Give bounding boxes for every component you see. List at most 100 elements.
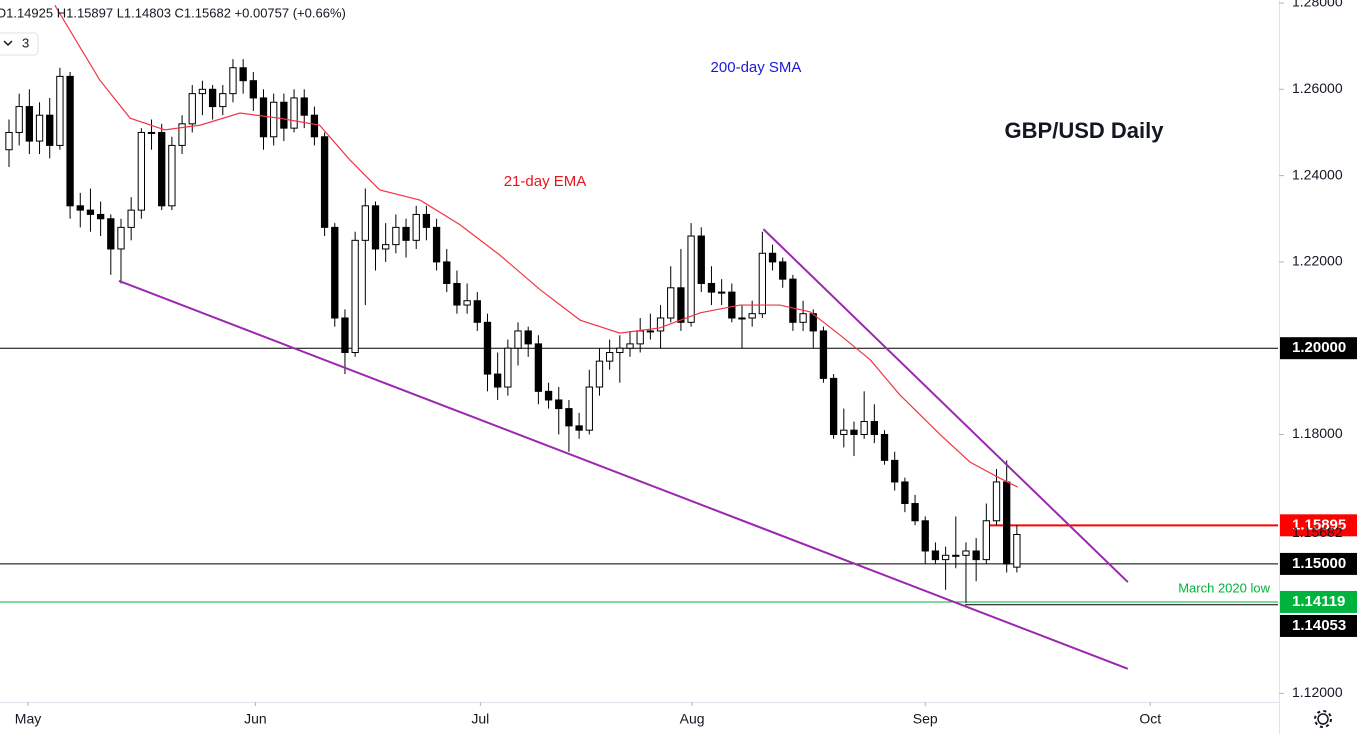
candle-body — [677, 287, 685, 323]
candle-body — [605, 352, 614, 362]
candle-body — [544, 390, 553, 401]
candle-body — [646, 330, 655, 333]
candle-body — [382, 244, 390, 250]
candle-body — [880, 433, 889, 461]
candle-body — [361, 205, 369, 241]
candle-body — [117, 226, 125, 250]
candle-body — [463, 300, 471, 306]
candle-body — [575, 425, 583, 431]
candle-body — [768, 252, 777, 263]
candle-body — [494, 373, 502, 388]
candle-body — [107, 218, 115, 250]
y-tick-label: 1.18000 — [1292, 425, 1343, 441]
candle-body — [66, 75, 74, 207]
candle-body — [300, 97, 308, 116]
settings-icon[interactable] — [1314, 710, 1332, 728]
ohlc-header: O1.14925 H1.15897 L1.14803 C1.15682 +0.0… — [0, 5, 346, 20]
candle-body — [707, 282, 716, 293]
candle-body — [15, 106, 23, 133]
candle-body — [962, 550, 970, 556]
candle-body — [5, 131, 13, 151]
ema-label: 21-day EMA — [504, 173, 587, 190]
candle-body — [972, 550, 980, 561]
candle-body — [178, 123, 186, 146]
candle-body — [758, 252, 767, 315]
candle-body — [412, 213, 420, 241]
y-tick-label: 1.22000 — [1292, 253, 1343, 269]
level-box — [1280, 590, 1357, 613]
x-tick-label: Jun — [244, 711, 267, 727]
candle-body — [850, 429, 858, 435]
candle-body — [147, 131, 156, 134]
candle-body — [239, 67, 247, 82]
candle-body — [514, 330, 522, 349]
candle-body — [137, 131, 146, 211]
candle-body — [86, 209, 95, 215]
candle-body — [626, 343, 634, 349]
y-tick-label: 1.28000 — [1292, 0, 1343, 10]
candle-body — [402, 226, 410, 241]
chevron-icon — [3, 40, 13, 47]
candle-body — [432, 226, 441, 263]
candle-body — [819, 330, 828, 379]
level-label: 1.20000 — [1292, 339, 1346, 356]
candle-body — [127, 209, 135, 228]
plot-area — [0, 4, 1278, 670]
candle-body — [310, 114, 319, 138]
candle-body — [188, 93, 196, 125]
candle-body — [738, 317, 746, 320]
y-tick-label: 1.26000 — [1292, 80, 1343, 96]
candle-body — [198, 88, 207, 95]
candle-body — [392, 226, 400, 246]
settings-teeth[interactable] — [1314, 710, 1332, 728]
candle-body — [555, 399, 563, 410]
chart-title: GBP/USD Daily — [1005, 118, 1165, 143]
candle-body — [656, 317, 665, 332]
candle-body — [585, 386, 593, 431]
candle-body — [829, 377, 838, 435]
level-label: 1.15000 — [1292, 555, 1346, 572]
candle-body — [158, 131, 166, 207]
candle-body — [595, 360, 604, 388]
level-label: 1.15895 — [1292, 516, 1346, 533]
level-label: 1.14053 — [1292, 617, 1346, 634]
candle-body — [76, 205, 84, 211]
x-tick-label: Aug — [680, 711, 705, 727]
level-box — [1280, 552, 1357, 575]
candle-body — [860, 421, 868, 435]
candle-body — [453, 282, 461, 306]
trendline — [762, 228, 1129, 583]
candle-body — [870, 421, 878, 435]
candle-body — [46, 114, 54, 146]
interval-chip[interactable] — [0, 32, 39, 56]
candle-body — [941, 554, 950, 561]
x-tick-label: May — [15, 711, 41, 727]
candle-body — [779, 261, 787, 280]
candle-body — [96, 213, 105, 220]
candle-body — [483, 321, 492, 375]
candle-body — [25, 106, 34, 142]
level-box — [1280, 614, 1357, 637]
candle-body — [208, 88, 217, 108]
candle-body — [280, 101, 288, 129]
candle-body — [636, 330, 644, 345]
candle-body — [1003, 481, 1011, 565]
candle-body — [728, 291, 736, 319]
candle-body — [667, 287, 675, 319]
candle-body — [911, 503, 919, 522]
candle-body — [534, 343, 543, 392]
sma-label: 200-day SMA — [711, 59, 802, 76]
candle-body — [524, 330, 532, 345]
candle-body — [921, 520, 929, 552]
candle-body — [565, 408, 573, 427]
candle-body — [331, 226, 339, 319]
candle-body — [931, 550, 940, 561]
candle-body — [229, 67, 237, 95]
trendline — [118, 279, 1129, 670]
candle-body — [341, 317, 349, 354]
axes: 1.28000 1.26000 1.24000 1.22000 1.18000 1.120… — [15, 0, 1357, 727]
settings-gear[interactable] — [1317, 713, 1329, 725]
candle-body — [697, 235, 705, 284]
candle-body — [320, 136, 329, 228]
